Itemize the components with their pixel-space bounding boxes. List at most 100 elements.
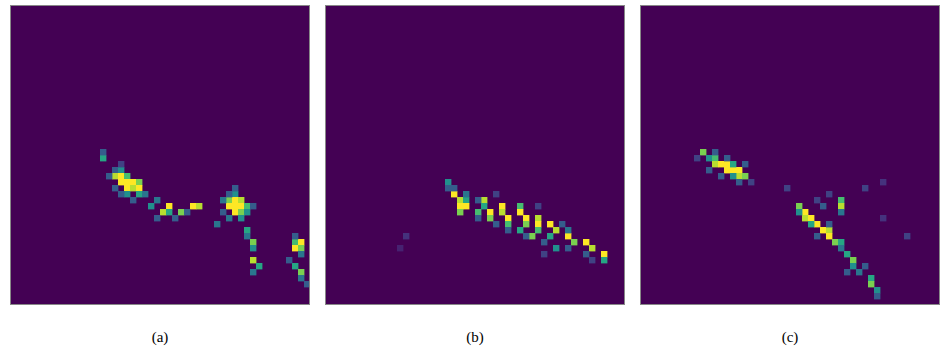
heatmap-cell xyxy=(154,215,160,221)
heatmap-cell xyxy=(481,197,487,203)
heatmap-cell xyxy=(238,203,244,209)
heatmap-cell xyxy=(298,239,304,245)
heatmap-cell xyxy=(724,167,730,173)
heatmap-cell xyxy=(130,179,136,185)
heatmap-cell xyxy=(487,215,493,221)
heatmap-cell xyxy=(256,263,262,269)
heatmap-cell xyxy=(826,221,832,227)
heatmap-cell xyxy=(232,203,238,209)
heatmap-cell xyxy=(565,245,571,251)
heatmap-cell xyxy=(487,209,493,215)
cells xyxy=(100,149,310,287)
heatmap-cell xyxy=(736,167,742,173)
heatmap-cell xyxy=(565,233,571,239)
heatmap-cell xyxy=(403,233,409,239)
heatmap-cell xyxy=(535,227,541,233)
heatmap-cell xyxy=(802,209,808,215)
heatmap-cell xyxy=(172,215,178,221)
heatmap-cell xyxy=(589,245,595,251)
heatmap-cell xyxy=(136,179,142,185)
heatmap-cell xyxy=(130,197,136,203)
heatmap-cell xyxy=(130,185,136,191)
heatmap-cell xyxy=(298,275,304,281)
heatmap-cell xyxy=(118,167,124,173)
heatmap-cell xyxy=(190,203,196,209)
heatmap-cell xyxy=(463,203,469,209)
heatmap-cell xyxy=(250,203,256,209)
heatmap-cell xyxy=(160,209,166,215)
heatmap-cell xyxy=(784,185,790,191)
heatmap-cell xyxy=(547,221,553,227)
heatmap-cell xyxy=(832,239,838,245)
heatmap-cell xyxy=(292,239,298,245)
heatmap-cell xyxy=(808,221,814,227)
heatmap-cell xyxy=(724,161,730,167)
cells xyxy=(397,179,607,263)
heatmap-cell xyxy=(589,257,595,263)
heatmap-cell xyxy=(517,203,523,209)
heatmap-cell xyxy=(736,173,742,179)
heatmap-cell xyxy=(124,191,130,197)
heatmap-cell xyxy=(457,197,463,203)
heatmap-cell xyxy=(505,227,511,233)
heatmap-cell xyxy=(493,221,499,227)
heatmap-cell xyxy=(250,245,256,251)
heatmap-cell xyxy=(517,227,523,233)
heatmap-cell xyxy=(850,263,856,269)
heatmap-cell xyxy=(100,155,106,161)
heatmap-cell xyxy=(238,215,244,221)
heatmap-cell xyxy=(124,179,130,185)
panel-caption: (c) xyxy=(782,329,799,346)
heatmap-cell xyxy=(868,281,874,287)
heatmap-cell xyxy=(826,227,832,233)
heatmap-cell xyxy=(226,197,232,203)
heatmap-cell xyxy=(475,197,481,203)
heatmap-cell xyxy=(796,209,802,215)
heatmap-cell xyxy=(517,209,523,215)
heatmap-cell xyxy=(862,263,868,269)
heatmap-cell xyxy=(730,173,736,179)
heatmap-cell xyxy=(445,185,451,191)
heatmap-cell xyxy=(700,149,706,155)
heatmap-cell xyxy=(844,251,850,257)
heatmap-cell xyxy=(838,239,844,245)
heatmap-cell xyxy=(286,257,292,263)
heatmap-cell xyxy=(226,191,232,197)
heatmap-cell xyxy=(826,233,832,239)
heatmap-cell xyxy=(583,239,589,245)
heatmap-cell xyxy=(214,221,220,227)
heatmap-cell xyxy=(730,161,736,167)
heatmap-cell xyxy=(475,215,481,221)
heatmap-cell xyxy=(601,257,607,263)
heatmap-cell xyxy=(250,239,256,245)
heatmap-cell xyxy=(100,149,106,155)
panel-caption: (b) xyxy=(466,329,484,346)
heatmap-cell xyxy=(292,263,298,269)
heatmap-cell xyxy=(541,239,547,245)
heatmap-cell xyxy=(718,161,724,167)
heatmap-cell xyxy=(244,203,250,209)
heatmap-cell xyxy=(862,185,868,191)
heatmap-cell xyxy=(463,191,469,197)
heatmap-cell xyxy=(250,257,256,263)
heatmap-cell xyxy=(142,191,148,197)
heatmap-cell xyxy=(694,155,700,161)
heatmap-cell xyxy=(838,245,844,251)
heatmap-cell xyxy=(481,203,487,209)
heatmap-cell xyxy=(112,185,118,191)
panel-frame xyxy=(326,6,625,305)
cells xyxy=(694,149,910,299)
heatmap-cell xyxy=(814,197,820,203)
panel-frame xyxy=(641,6,940,305)
heatmap-cell xyxy=(118,161,124,167)
heatmap-cell xyxy=(820,203,826,209)
figure: (a)(b)(c) xyxy=(0,0,950,356)
heatmap-cell xyxy=(571,239,577,245)
heatmap-cell xyxy=(802,215,808,221)
panel-frame xyxy=(11,6,310,305)
heatmap-cell xyxy=(475,209,481,215)
heatmap-cell xyxy=(601,251,607,257)
heatmap-cell xyxy=(499,203,505,209)
heatmap-cell xyxy=(166,209,172,215)
heatmap-cell xyxy=(445,179,451,185)
